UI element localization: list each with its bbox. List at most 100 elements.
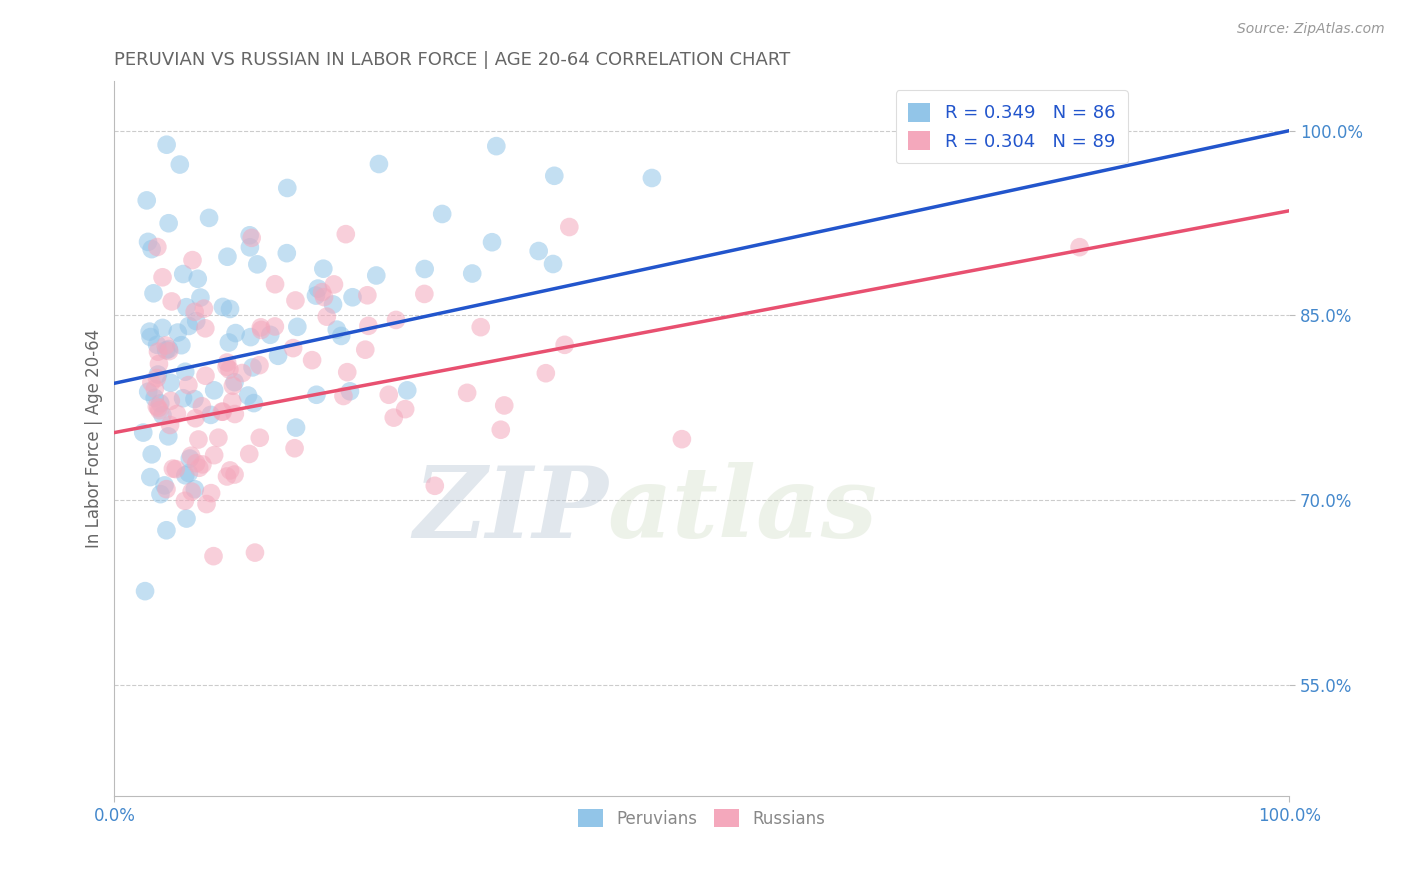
Point	[149, 396, 172, 410]
Point	[413, 262, 436, 277]
Point	[267, 349, 290, 363]
Point	[157, 342, 180, 356]
Point	[148, 357, 170, 371]
Point	[554, 338, 576, 352]
Point	[141, 242, 163, 256]
Point	[136, 235, 159, 249]
Point	[166, 407, 188, 421]
Point	[285, 319, 308, 334]
Point	[136, 384, 159, 399]
Text: atlas: atlas	[607, 462, 877, 558]
Y-axis label: In Labor Force | Age 20-64: In Labor Force | Age 20-64	[86, 329, 103, 549]
Point	[174, 365, 197, 379]
Point	[396, 384, 419, 398]
Point	[146, 400, 169, 414]
Point	[180, 484, 202, 499]
Point	[263, 319, 285, 334]
Point	[217, 250, 239, 264]
Point	[166, 326, 188, 340]
Point	[188, 460, 211, 475]
Point	[173, 493, 195, 508]
Point	[382, 410, 405, 425]
Point	[489, 423, 512, 437]
Point	[219, 463, 242, 477]
Point	[156, 137, 179, 152]
Point	[142, 286, 165, 301]
Point	[543, 169, 565, 183]
Point	[193, 301, 215, 316]
Point	[155, 523, 177, 537]
Point	[219, 301, 242, 316]
Point	[671, 432, 693, 446]
Point	[184, 411, 207, 425]
Point	[179, 451, 201, 466]
Point	[284, 293, 307, 308]
Point	[190, 291, 212, 305]
Point	[152, 408, 174, 422]
Point	[312, 290, 335, 304]
Point	[183, 392, 205, 406]
Point	[186, 456, 208, 470]
Point	[184, 482, 207, 496]
Point	[135, 194, 157, 208]
Point	[494, 399, 516, 413]
Text: ZIP: ZIP	[413, 462, 607, 558]
Point	[215, 359, 238, 374]
Point	[366, 268, 388, 283]
Point	[225, 326, 247, 340]
Point	[534, 366, 557, 380]
Point	[354, 343, 377, 357]
Point	[413, 287, 436, 301]
Point	[285, 420, 308, 434]
Point	[170, 338, 193, 352]
Point	[191, 458, 214, 472]
Text: Source: ZipAtlas.com: Source: ZipAtlas.com	[1237, 22, 1385, 37]
Point	[332, 389, 354, 403]
Point	[176, 300, 198, 314]
Point	[276, 181, 298, 195]
Point	[200, 486, 222, 500]
Point	[243, 546, 266, 560]
Point	[558, 220, 581, 235]
Point	[146, 368, 169, 382]
Point	[207, 431, 229, 445]
Point	[177, 318, 200, 333]
Point	[224, 467, 246, 482]
Point	[146, 344, 169, 359]
Point	[342, 290, 364, 304]
Point	[148, 401, 170, 415]
Point	[217, 355, 239, 369]
Point	[249, 358, 271, 372]
Point	[284, 442, 307, 456]
Point	[138, 325, 160, 339]
Point	[148, 403, 170, 417]
Point	[378, 388, 401, 402]
Point	[231, 366, 253, 380]
Point	[157, 429, 180, 443]
Point	[132, 425, 155, 440]
Point	[155, 482, 177, 496]
Point	[276, 246, 298, 260]
Point	[312, 261, 335, 276]
Point	[250, 320, 273, 334]
Point	[249, 431, 271, 445]
Point	[456, 385, 478, 400]
Point	[187, 433, 209, 447]
Point	[195, 497, 218, 511]
Point	[202, 384, 225, 398]
Point	[246, 257, 269, 271]
Point	[264, 277, 287, 292]
Point	[177, 466, 200, 480]
Point	[146, 338, 169, 352]
Point	[194, 368, 217, 383]
Point	[281, 341, 304, 355]
Point	[481, 235, 503, 250]
Point	[162, 461, 184, 475]
Point	[194, 321, 217, 335]
Point	[174, 468, 197, 483]
Point	[191, 399, 214, 413]
Point	[239, 228, 262, 243]
Text: PERUVIAN VS RUSSIAN IN LABOR FORCE | AGE 20-64 CORRELATION CHART: PERUVIAN VS RUSSIAN IN LABOR FORCE | AGE…	[114, 51, 790, 69]
Point	[239, 240, 262, 254]
Point	[356, 288, 378, 302]
